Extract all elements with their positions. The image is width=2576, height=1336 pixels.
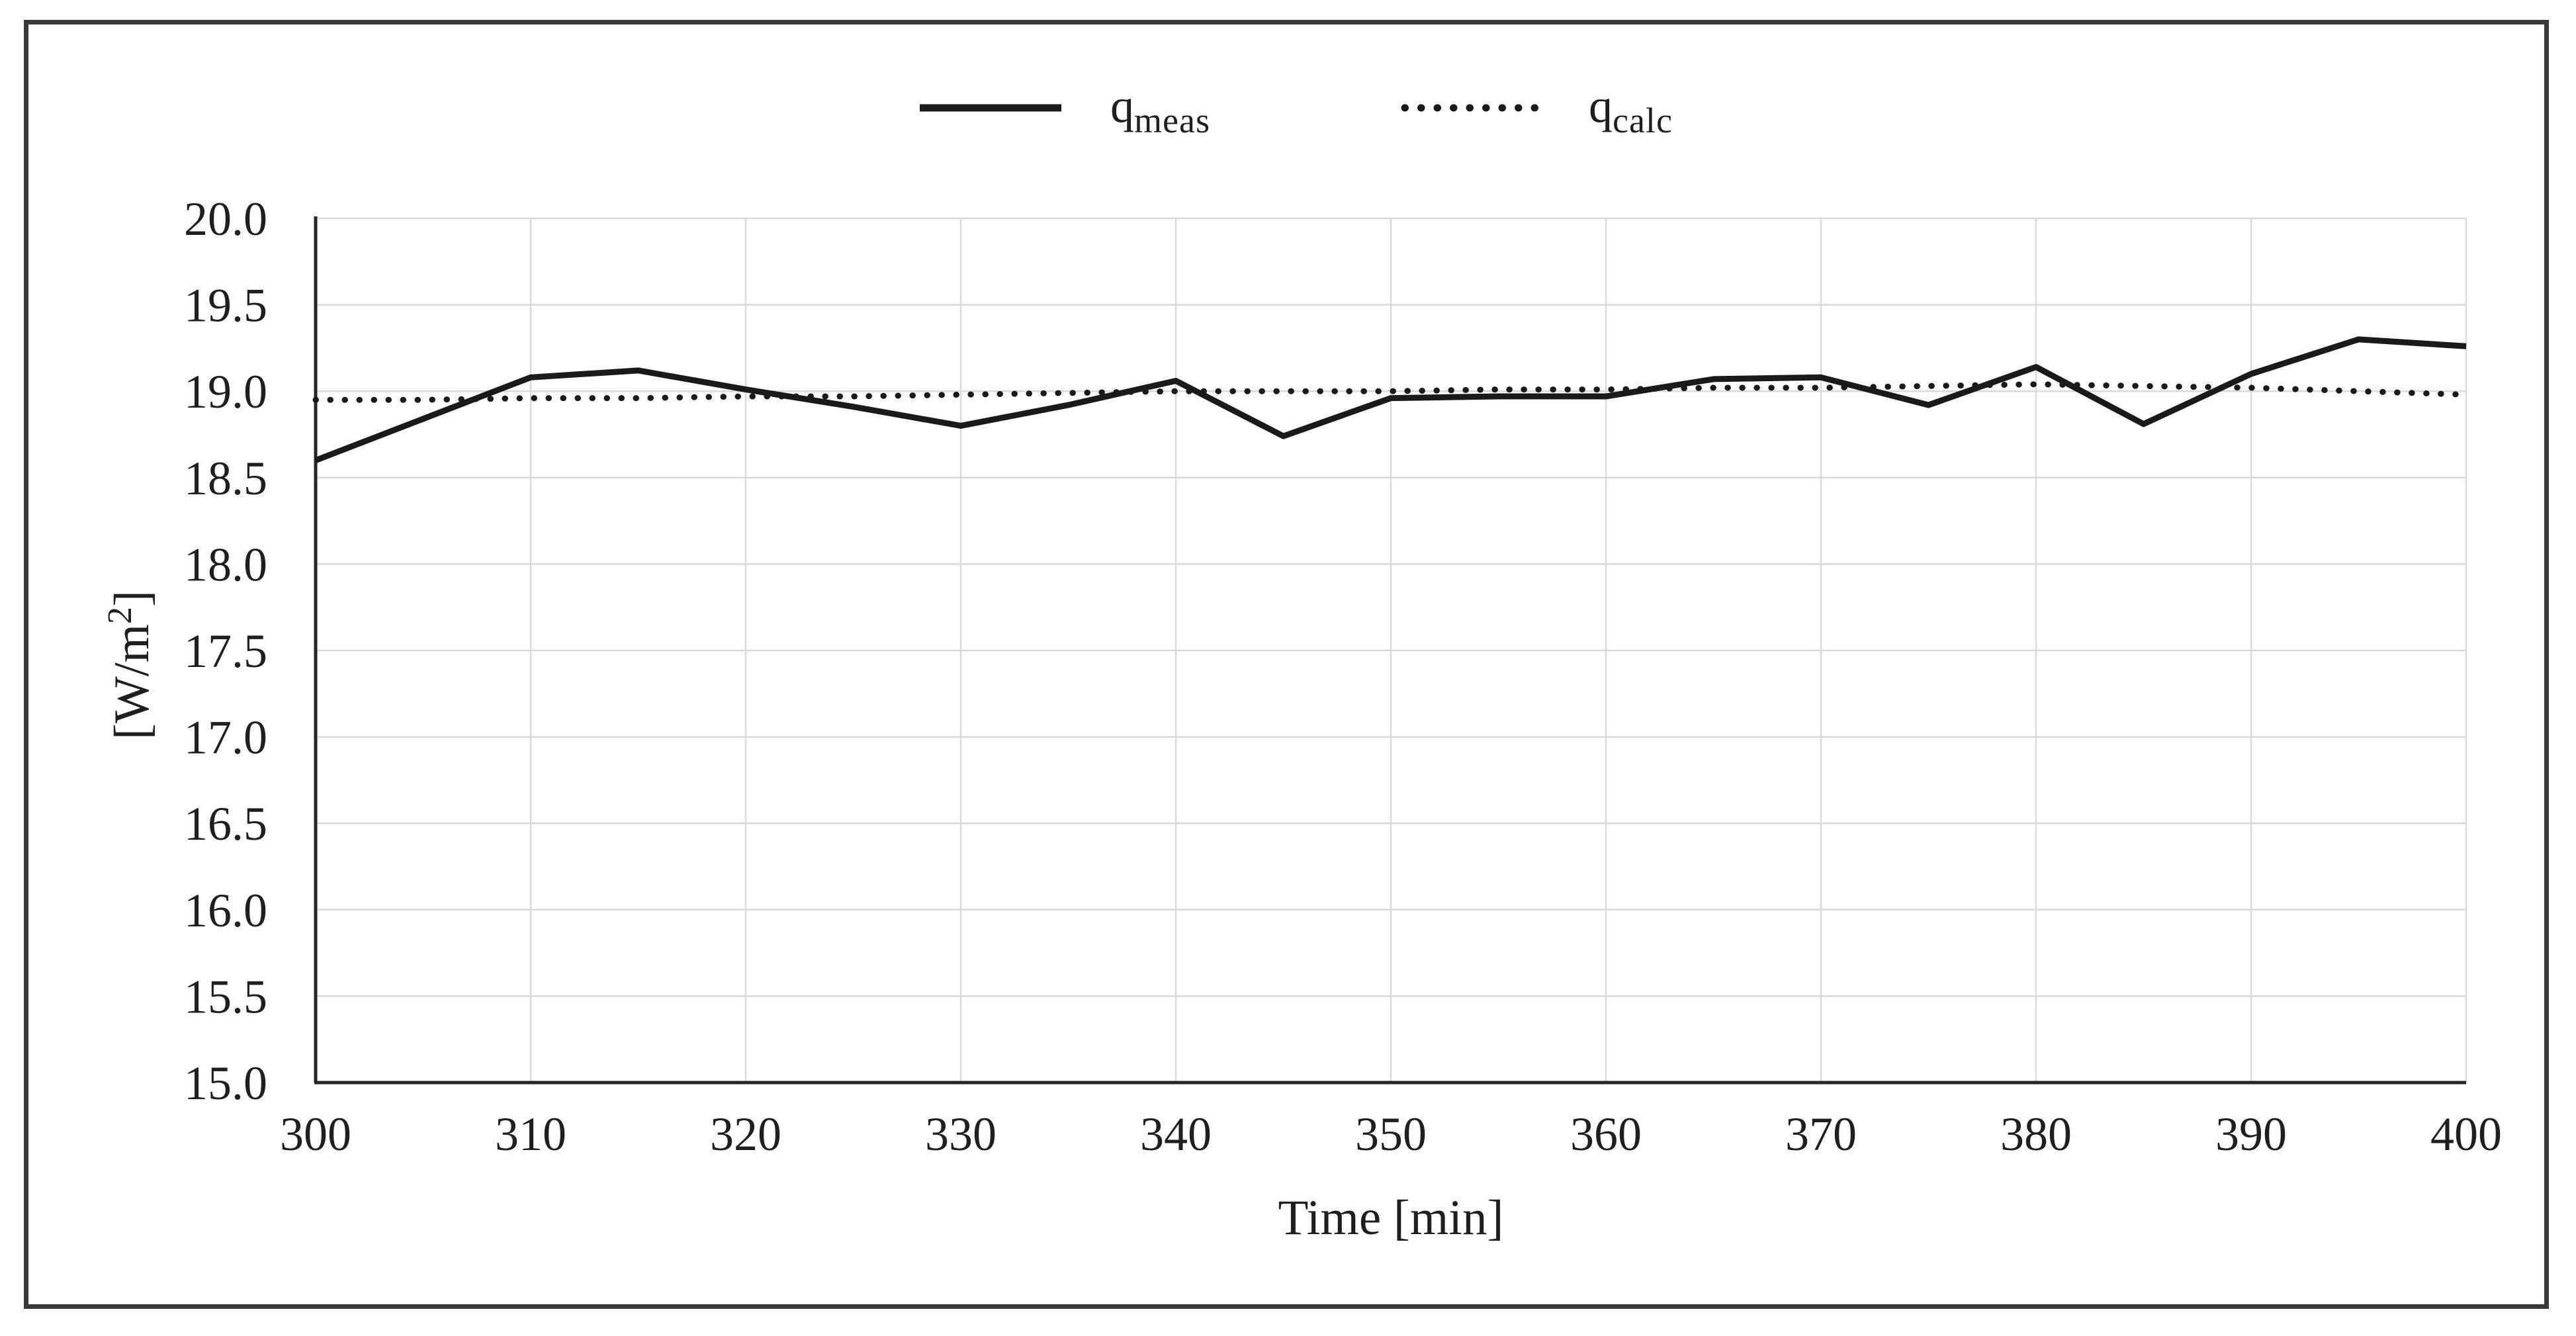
legend-item-qcalc: qcalc	[1401, 77, 1673, 140]
x-axis-title: Time [min]	[1278, 1190, 1504, 1245]
x-tick-label: 320	[710, 1108, 781, 1161]
x-tick-label: 390	[2215, 1108, 2287, 1161]
x-tick-label: 380	[2000, 1108, 2072, 1161]
figure-border	[24, 20, 2549, 1309]
x-tick-label: 300	[280, 1108, 351, 1161]
q_meas-line	[314, 336, 2467, 463]
x-tick-label: 310	[495, 1108, 566, 1161]
y-tick-label: 20.0	[184, 193, 267, 245]
legend-label-qcalc: qcalc	[1589, 79, 1673, 140]
x-tick-label: 340	[1140, 1108, 1212, 1161]
y-axis-title: [W/m2]	[101, 590, 159, 740]
y-tick-label: 16.5	[184, 797, 267, 850]
x-tick-label: 370	[1785, 1108, 1857, 1161]
q_calc-line	[312, 381, 2469, 403]
y-tick-label: 18.5	[184, 452, 267, 505]
y-tick-label: 15.0	[184, 1057, 267, 1110]
dotted-line-sample	[1401, 104, 1541, 112]
x-tick-label: 400	[2430, 1108, 2502, 1161]
x-tick-label: 360	[1570, 1108, 1642, 1161]
y-tick-label: 19.0	[184, 365, 267, 418]
solid-line-sample	[920, 104, 1061, 112]
x-tick-label: 330	[925, 1108, 997, 1161]
legend-item-qmeas: qmeas	[918, 77, 1210, 140]
y-tick-label: 18.0	[184, 538, 267, 591]
y-tick-label: 17.0	[184, 711, 267, 764]
y-tick-label: 16.0	[184, 884, 267, 937]
x-tick-label: 350	[1355, 1108, 1427, 1161]
y-tick-label: 15.5	[184, 970, 267, 1023]
y-tick-label: 17.5	[184, 625, 267, 678]
legend-label-qmeas: qmeas	[1110, 79, 1210, 140]
y-tick-label: 19.5	[184, 279, 267, 332]
